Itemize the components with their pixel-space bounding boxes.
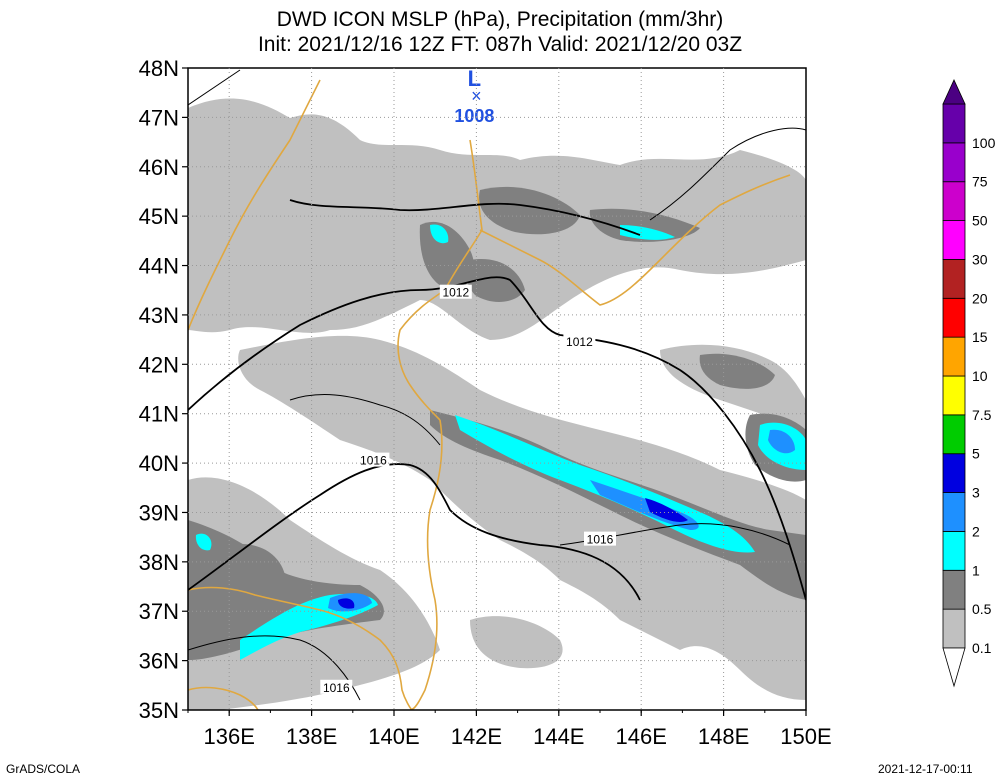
colorbar-swatch [942,103,966,144]
footer-right: 2021-12-17-00:11 [878,762,973,776]
lon-label: 146E [616,724,667,749]
colorbar-label: 100 [972,135,996,151]
colorbar-swatch [942,375,966,416]
chart-subtitle: Init: 2021/12/16 12Z FT: 087h Valid: 202… [257,33,743,56]
colorbar-label: 50 [972,213,988,229]
colorbar-label: 0.5 [972,601,992,617]
svg-text:1012: 1012 [442,286,469,300]
lat-label: 36N [139,649,179,674]
colorbar-label: 2 [972,523,980,539]
lat-label: 47N [139,105,179,130]
plot-frame [187,67,807,711]
low-value: 1008 [454,106,494,126]
colorbar-label: 75 [972,174,988,190]
lat-label: 35N [139,698,179,723]
colorbar-swatch [942,336,966,377]
colorbar-swatch [942,220,966,260]
lon-label: 136E [204,724,255,749]
lat-label: 38N [139,550,179,575]
lat-label: 37N [139,599,179,624]
lat-label: 44N [139,254,179,279]
graticule [182,67,807,716]
colorbar-swatch [942,297,966,338]
colorbar-swatch [942,453,966,493]
chart-title: DWD ICON MSLP (hPa), Precipitation (mm/3… [276,8,724,31]
colorbar-swatch [942,259,966,299]
svg-text:1012: 1012 [566,335,593,349]
colorbar-label: 0.1 [972,640,992,656]
lat-label: 39N [139,500,179,525]
lat-label: 48N [139,56,179,81]
colorbar-label: 5 [972,446,980,462]
isobar-label: 1012 [439,284,472,300]
lat-label: 41N [139,402,179,427]
lon-label: 142E [451,724,502,749]
colorbar-swatch [942,142,966,183]
colorbar-swatch [942,492,966,532]
colorbar-label: 20 [972,290,988,306]
lat-label: 40N [139,451,179,476]
lat-label: 46N [139,155,179,180]
isobars [188,69,806,701]
lat-label: 42N [139,352,179,377]
isobar-label: 1016 [320,679,353,695]
lon-label: 138E [286,724,337,749]
colorbar-min-arrow [942,647,966,688]
lon-label: 140E [368,724,419,749]
precip-blue3 [338,498,688,609]
colorbar-swatch [942,414,966,455]
colorbar-label: 30 [972,251,988,267]
colorbar-max-arrow [942,79,966,105]
colorbar-swatch [942,608,966,649]
colorbar-swatch [942,531,966,571]
svg-text:1016: 1016 [323,681,350,695]
colorbar-swatch [942,569,966,610]
footer-left: GrADS/COLA [6,762,81,776]
lon-label: 150E [780,724,831,749]
lon-label: 148E [698,724,749,749]
lat-label: 45N [139,204,179,229]
isobar-label: 1012 [563,334,596,349]
colorbar-label: 10 [972,368,988,384]
lat-label: 43N [139,303,179,328]
colorbar: 0.1 0.5 1 2 3 5 7.5 10 15 20 30 50 75 100 [942,79,996,688]
lon-label: 144E [533,724,584,749]
colorbar-label: 7.5 [972,407,992,423]
coastlines [188,79,791,710]
isobar-labels: 1012 1012 1016 1016 1016 [320,284,616,695]
colorbar-label: 3 [972,485,980,501]
isobar-label: 1016 [357,452,390,468]
axis-labels: 48N 47N 46N 45N 44N 43N 42N 41N 40N 39N 38N 37N 36N 3… [139,56,832,749]
precipitation-field [188,98,806,710]
svg-text:1016: 1016 [360,454,387,468]
colorbar-label: 1 [972,562,980,578]
colorbar-label: 15 [972,329,988,345]
isobar-label: 1016 [584,531,616,547]
low-symbol: L [468,66,481,91]
svg-text:1016: 1016 [587,533,614,547]
colorbar-swatch [942,181,966,221]
